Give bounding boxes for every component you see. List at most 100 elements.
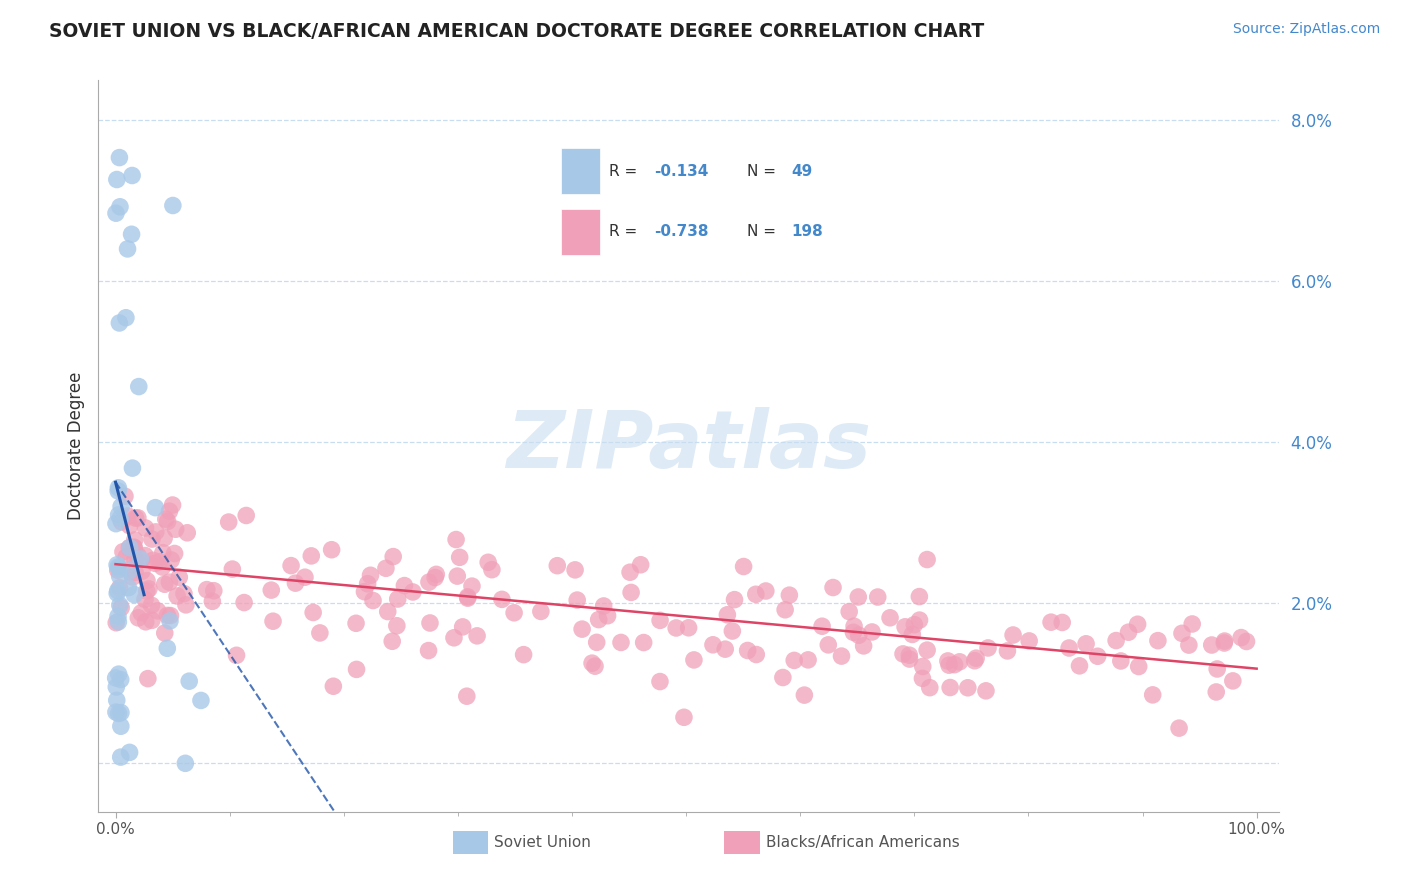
- Point: [977, 640, 1000, 655]
- Point: [915, 643, 938, 657]
- Point: [115, 310, 138, 325]
- Point: [619, 566, 641, 580]
- Point: [451, 620, 474, 634]
- Point: [108, 200, 131, 214]
- Text: 198: 198: [792, 224, 823, 239]
- Point: [903, 617, 925, 632]
- Point: [155, 512, 177, 526]
- Point: [128, 379, 150, 393]
- Point: [894, 620, 917, 634]
- Point: [174, 756, 197, 771]
- Point: [344, 616, 367, 631]
- Point: [153, 626, 176, 640]
- Point: [124, 511, 146, 525]
- Point: [1205, 685, 1227, 699]
- Point: [581, 656, 603, 670]
- Text: ZIPatlas: ZIPatlas: [506, 407, 872, 485]
- Point: [121, 570, 143, 584]
- Point: [118, 564, 141, 578]
- Point: [848, 628, 870, 642]
- Point: [423, 570, 446, 584]
- Point: [235, 508, 257, 523]
- Point: [107, 560, 129, 574]
- Point: [633, 635, 655, 649]
- Point: [456, 690, 478, 704]
- Point: [107, 508, 129, 522]
- Point: [1201, 638, 1223, 652]
- Point: [138, 582, 160, 596]
- Point: [104, 705, 127, 719]
- Point: [915, 552, 938, 566]
- Point: [156, 641, 179, 656]
- Point: [105, 172, 128, 186]
- Point: [141, 532, 163, 546]
- Point: [821, 581, 844, 595]
- Point: [114, 489, 136, 503]
- Point: [110, 719, 132, 733]
- Point: [124, 566, 146, 580]
- Point: [159, 608, 181, 623]
- Point: [965, 651, 987, 665]
- Point: [262, 614, 284, 628]
- Point: [956, 681, 979, 695]
- Point: [107, 609, 129, 624]
- Point: [596, 608, 619, 623]
- Point: [465, 629, 488, 643]
- Point: [108, 569, 131, 583]
- Point: [683, 653, 706, 667]
- Point: [117, 242, 139, 256]
- Point: [134, 592, 156, 607]
- Point: [174, 598, 197, 612]
- Point: [817, 638, 839, 652]
- Point: [610, 635, 633, 649]
- Point: [585, 635, 607, 649]
- Point: [530, 604, 553, 618]
- Point: [1109, 654, 1132, 668]
- Point: [648, 613, 671, 627]
- Point: [152, 560, 174, 574]
- Point: [997, 644, 1019, 658]
- Point: [129, 606, 152, 620]
- Point: [179, 674, 201, 689]
- Point: [159, 504, 181, 518]
- Point: [716, 607, 738, 622]
- Point: [1222, 673, 1244, 688]
- Point: [127, 511, 149, 525]
- Text: SOVIET UNION VS BLACK/AFRICAN AMERICAN DOCTORATE DEGREE CORRELATION CHART: SOVIET UNION VS BLACK/AFRICAN AMERICAN D…: [49, 22, 984, 41]
- Point: [678, 621, 700, 635]
- Point: [162, 198, 184, 212]
- Point: [190, 693, 212, 707]
- Point: [1126, 617, 1149, 632]
- Point: [148, 555, 170, 569]
- Point: [107, 483, 129, 498]
- Point: [107, 706, 129, 721]
- Point: [141, 613, 163, 627]
- Point: [901, 627, 924, 641]
- Point: [620, 585, 643, 599]
- Bar: [561, 209, 599, 255]
- Text: N =: N =: [747, 164, 780, 178]
- Point: [665, 621, 688, 635]
- Point: [108, 151, 131, 165]
- Point: [105, 615, 128, 630]
- Point: [107, 667, 129, 681]
- Point: [218, 515, 240, 529]
- Point: [117, 508, 139, 523]
- Point: [1040, 615, 1063, 629]
- Point: [156, 608, 179, 623]
- Point: [136, 672, 159, 686]
- Point: [936, 654, 959, 668]
- Point: [131, 564, 153, 578]
- Point: [145, 524, 167, 539]
- Point: [592, 599, 614, 613]
- Point: [153, 577, 176, 591]
- Point: [121, 169, 143, 183]
- Point: [481, 563, 503, 577]
- Bar: [561, 148, 599, 194]
- Point: [233, 596, 256, 610]
- Point: [280, 558, 302, 573]
- Point: [374, 561, 396, 575]
- Point: [783, 653, 806, 667]
- Point: [793, 688, 815, 702]
- Point: [124, 533, 146, 547]
